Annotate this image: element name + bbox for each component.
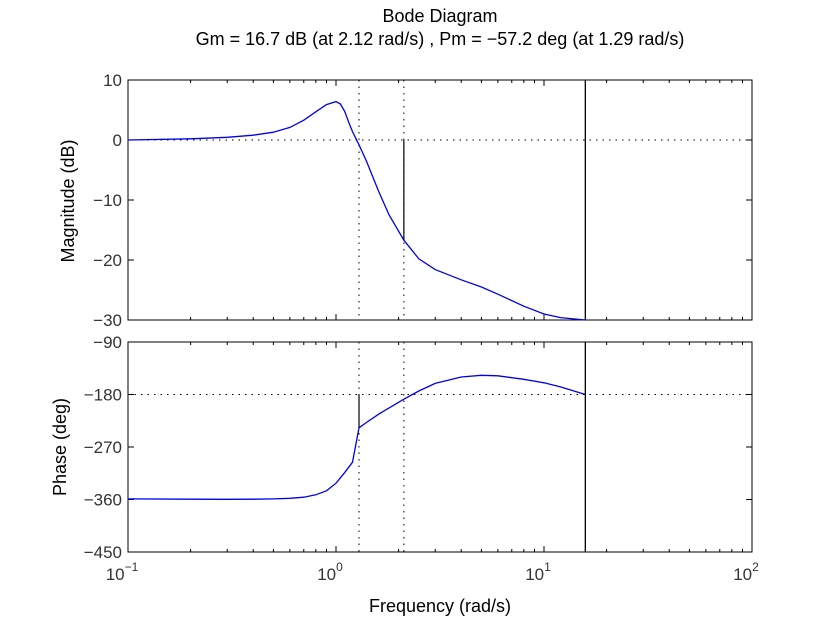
y-tick-label: −360 [84,491,122,510]
plot-frame [127,341,753,553]
x-tick-base: 10 [733,565,752,584]
y-tick-label: −270 [84,438,122,457]
x-tick-label: 101 [525,560,551,584]
y-tick-label: −10 [93,191,122,210]
x-tick-exponent: 0 [336,560,343,574]
phase-curve [127,374,586,500]
x-tick-label: 10−1 [106,560,139,584]
y-tick-label: −30 [93,311,122,330]
y-tick-label: −90 [93,333,122,352]
y-tick-label: −20 [93,251,122,270]
y-tick-label: −450 [84,543,122,562]
x-axis-label: Frequency (rad/s) [369,596,511,616]
magnitude-curve [127,100,586,321]
magnitude-axis-label: Magnitude (dB) [58,139,78,262]
x-tick-base: 10 [106,565,125,584]
y-tick-label: −180 [84,386,122,405]
chart-subtitle: Gm = 16.7 dB (at 2.12 rad/s) , Pm = −57.… [196,29,685,49]
x-tick-label: 102 [733,560,759,584]
y-tick-label: 0 [113,131,122,150]
x-tick-base: 10 [317,565,336,584]
x-tick-base: 10 [525,565,544,584]
phase-axis-label: Phase (deg) [50,398,70,496]
plot-frame [127,79,753,321]
x-tick-exponent: −1 [125,560,139,574]
y-tick-label: 10 [103,71,122,90]
x-tick-exponent: 1 [544,560,551,574]
magnitude-panel: 10 0 −10 −20 −30 [93,71,753,330]
x-tick-exponent: 2 [752,560,759,574]
x-tick-label: 100 [317,560,343,584]
phase-panel: −90 −180 −270 −360 −450 [84,333,753,562]
chart-title: Bode Diagram [382,6,497,26]
